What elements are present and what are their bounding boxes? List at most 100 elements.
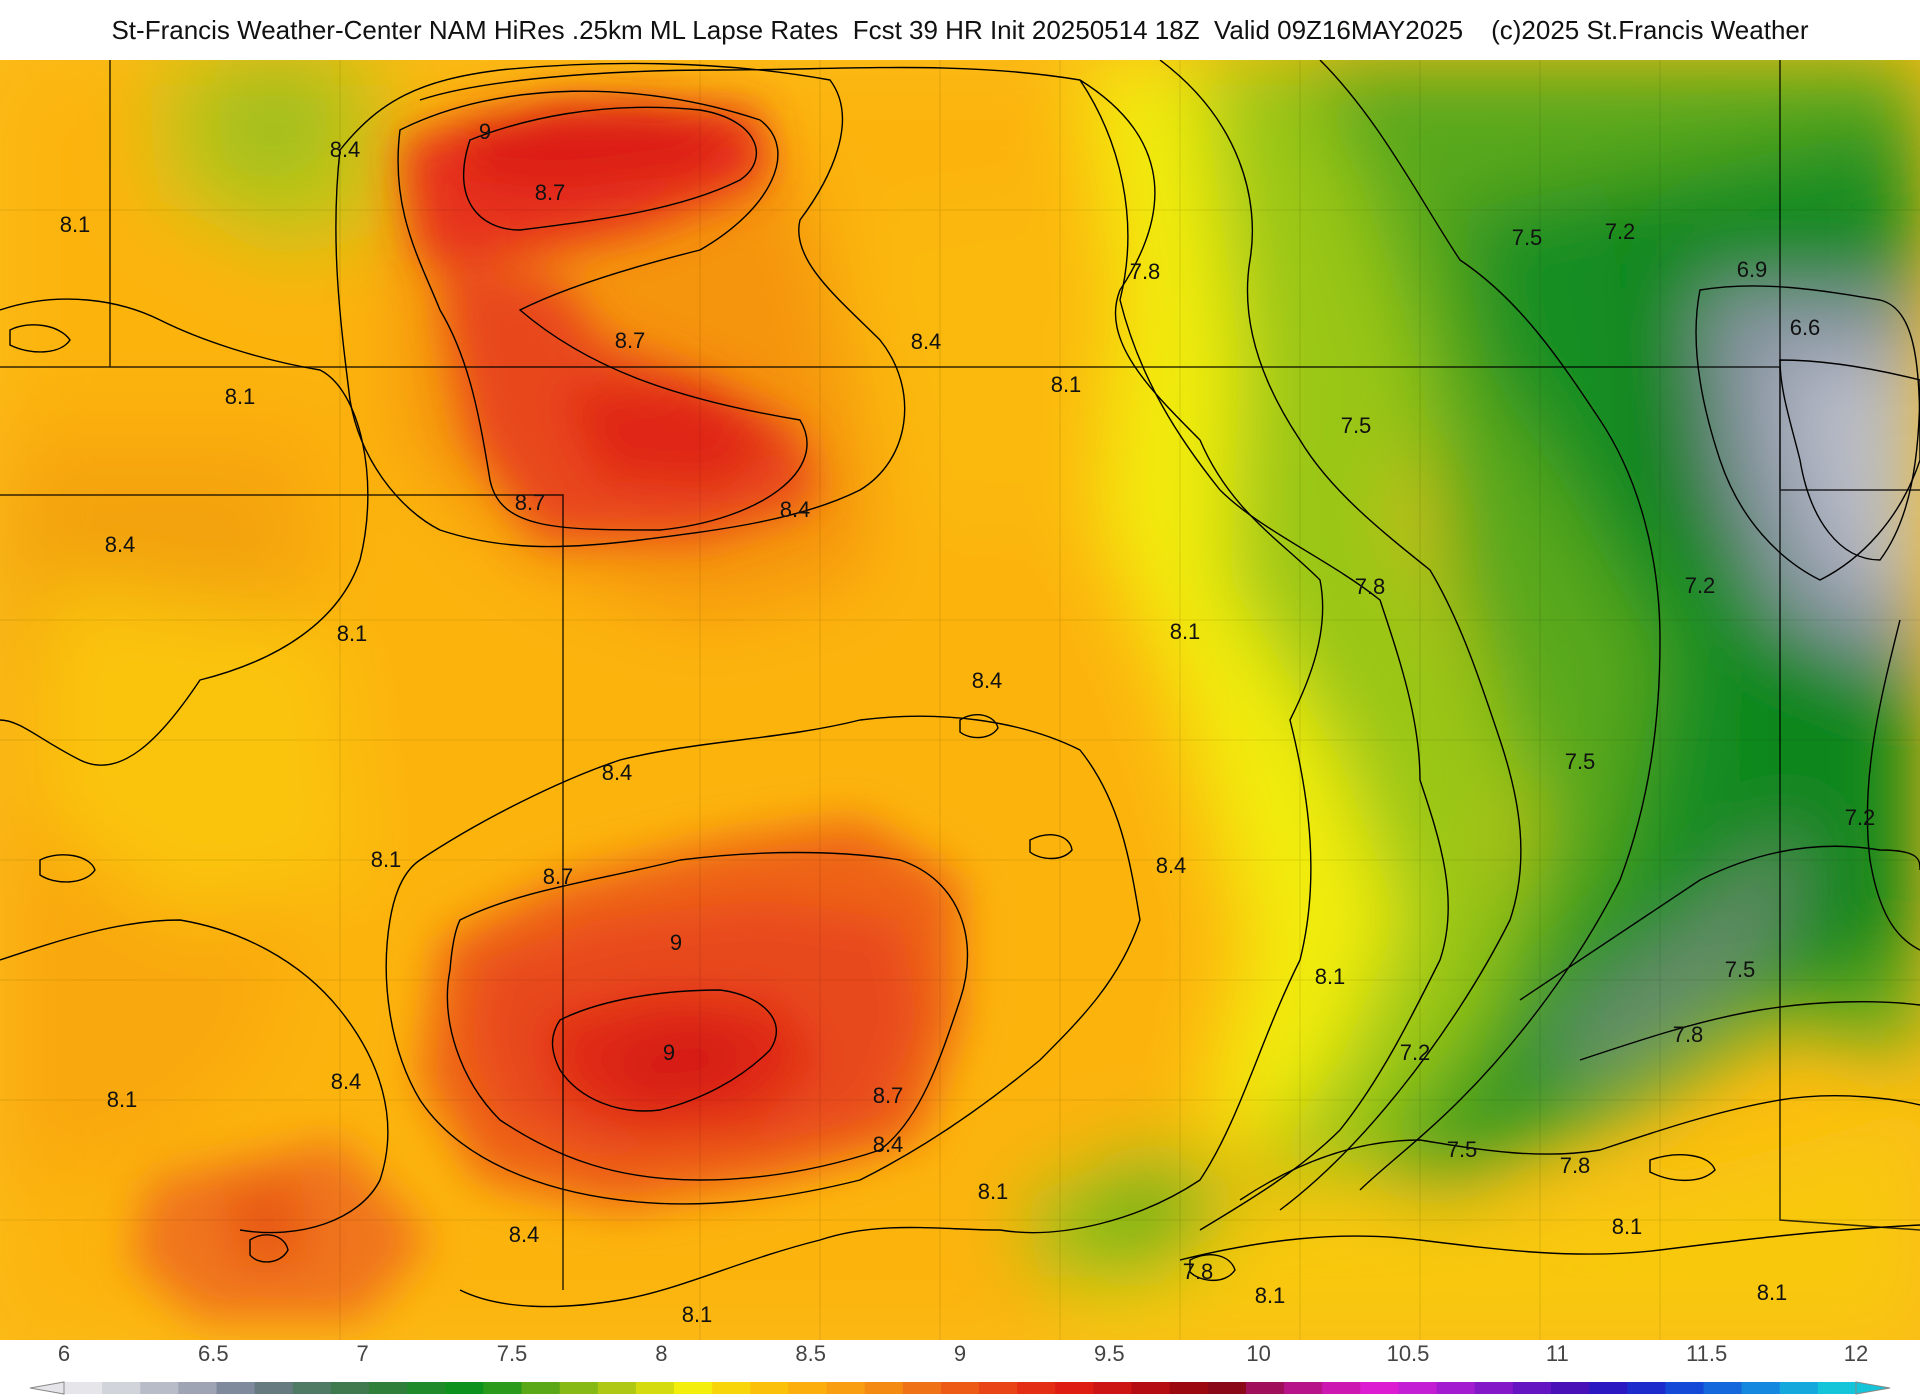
contour-label: 8.7 [535,180,566,205]
color-scale-cell [979,1382,1018,1394]
color-scale-cell [483,1382,523,1394]
color-scale-cell [1436,1382,1476,1394]
contour-label: 8.4 [911,329,942,354]
color-scale-cell [635,1382,675,1394]
color-scale-tick-label: 8 [655,1341,668,1366]
scale-left-arrow [29,1381,65,1395]
color-scale-cell [1207,1382,1247,1394]
color-scale-cell [597,1382,637,1394]
contour-label: 8.1 [1612,1214,1643,1239]
contour-label: 8.4 [331,1069,362,1094]
color-scale-cell [445,1382,484,1394]
color-scale-cell [330,1382,370,1394]
color-scale-cell [1550,1382,1590,1394]
contour-label: 7.2 [1605,219,1636,244]
contour-label: 7.5 [1565,749,1596,774]
color-scale-cell [178,1382,218,1394]
contour-label: 6.9 [1737,257,1768,282]
contour-label: 7.5 [1341,413,1372,438]
color-scale-cell [750,1382,789,1394]
contour-label: 8.1 [978,1179,1009,1204]
contour-label: 7.5 [1512,225,1543,250]
contour-label: 7.5 [1447,1137,1478,1162]
contour-label: 6.6 [1790,315,1821,340]
color-scale-cell [1512,1382,1552,1394]
contour-label: 9 [663,1040,675,1065]
color-scale-cell [940,1382,980,1394]
contour-label: 8.1 [225,384,256,409]
color-scale-cell [216,1382,256,1394]
color-scale-cell [1360,1382,1399,1394]
color-scale-cell [254,1382,294,1394]
color-scale-cell [292,1382,332,1394]
color-scale-cell [64,1382,103,1394]
scale-right-arrow [1855,1381,1891,1395]
color-scale-cell [1055,1382,1094,1394]
color-scale-cell [1474,1382,1514,1394]
contour-label: 8.1 [1170,619,1201,644]
contour-label: 8.1 [1315,964,1346,989]
contour-label: 8.4 [780,497,811,522]
contour-label: 8.7 [873,1083,904,1108]
color-scale-labels: 6 6.5 7 7.5 8 8.5 9 9.5 10 10.5 11 11.5 12 [0,1341,1920,1371]
color-scale-cell [1322,1382,1361,1394]
contour-label: 7.8 [1560,1153,1591,1178]
color-scale-cell [369,1382,408,1394]
county-lines [0,60,1920,1340]
color-scale-cell [1245,1382,1285,1394]
contour-label: 8.4 [873,1132,904,1157]
color-scale-tick-label: 10.5 [1386,1341,1430,1366]
contour-label: 7.2 [1400,1040,1431,1065]
contour-label: 9 [670,930,682,955]
hot-cores [130,100,960,1320]
color-scale-cell [559,1382,599,1394]
color-scale-cell [826,1382,866,1394]
contour-label: 8.4 [330,137,361,162]
color-scale-tick-label: 10 [1246,1341,1271,1366]
lapse-rate-map: 9 8.4 8.7 8.1 7.8 7.5 7.2 6.9 6.6 8.7 8.4 8.1 8.1 7.5… [0,60,1920,1340]
color-scale-cell [521,1382,561,1394]
color-scale-tick-label: 8.5 [795,1341,826,1366]
contour-label: 7.8 [1673,1022,1704,1047]
contour-label: 8.7 [515,490,546,515]
contour-label: 8.4 [602,760,633,785]
color-scale-tick-label: 7.5 [496,1341,528,1366]
color-scale-cell [1779,1382,1819,1394]
color-scale-cell [712,1382,751,1394]
color-scale-cell [1627,1382,1666,1394]
color-scale-cell [1398,1382,1438,1394]
color-scale-bar [29,1381,1891,1395]
color-scale-cell [1703,1382,1743,1394]
map-title: St-Francis Weather-Center NAM HiRes .25k… [111,14,1464,45]
contour-label: 8.1 [1757,1280,1788,1305]
color-scale-tick-label: 6 [57,1341,71,1366]
contour-label: 7.8 [1130,259,1161,284]
color-scale-tick-label: 9 [953,1341,967,1366]
contour-label: 8.1 [1051,372,1082,397]
contour-label: 8.1 [107,1087,138,1112]
color-scale-cell [1017,1382,1056,1394]
color-scale-cell [407,1382,446,1394]
contour-label: 7.2 [1685,573,1716,598]
contour-label: 7.8 [1355,574,1386,599]
contour-label: 8.4 [972,668,1003,693]
contour-label: 8.1 [337,621,368,646]
contour-label: 8.1 [371,847,402,872]
color-scale-cell [1093,1382,1133,1394]
contour-label: 7.2 [1845,805,1876,830]
contour-lines [0,60,1920,1308]
color-scale-cell [140,1382,179,1394]
color-scale-cell [902,1382,942,1394]
color-scale-cell [1284,1382,1323,1394]
title-bar: St-Francis Weather-Center NAM HiRes .25k… [0,0,1920,60]
color-scale-cell [674,1382,713,1394]
contour-labels: 9 8.4 8.7 8.1 7.8 7.5 7.2 6.9 6.6 8.7 8.4 8.1 8.1 7.5… [60,119,1876,1327]
contour-label: 8.4 [509,1222,540,1247]
contour-label: 8.1 [682,1302,713,1327]
color-scale-cells [64,1382,1857,1394]
contour-label: 8.4 [105,532,136,557]
copyright: (c)2025 St.Francis Weather [1491,14,1809,45]
color-scale-cell [864,1382,904,1394]
color-scale-cell [1169,1382,1209,1394]
color-scale-tick-label: 12 [1843,1341,1869,1366]
